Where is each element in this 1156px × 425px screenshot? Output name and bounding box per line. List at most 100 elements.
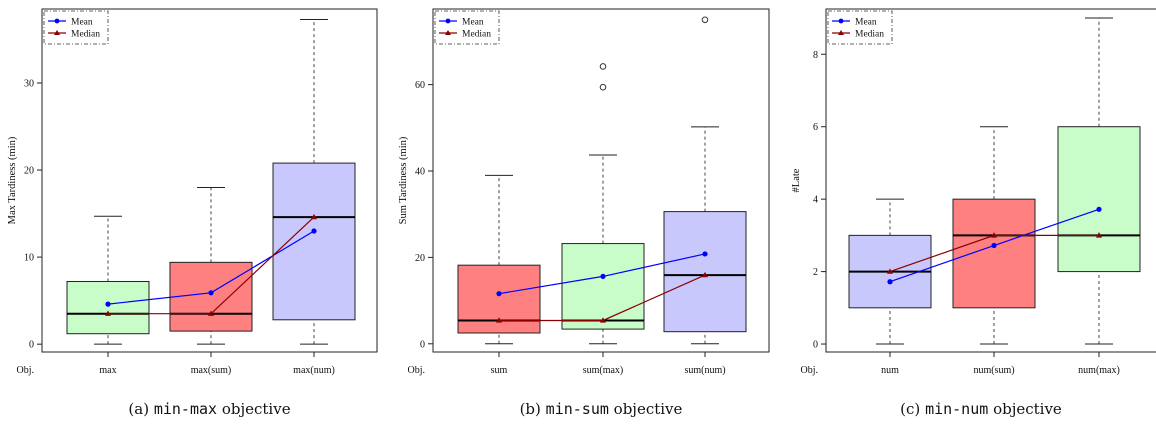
- x-tick-label: max(num): [293, 365, 335, 376]
- x-tick-label: sum: [491, 365, 508, 376]
- chart-panel-2: 0 20 40 60 Sum Tardiness (min) Obj. sum sum(max…: [398, 8, 770, 418]
- caption-code: min-max: [154, 400, 217, 418]
- median-point: [1096, 232, 1102, 238]
- median-point: [105, 310, 111, 316]
- legend-label-mean: Mean: [71, 18, 93, 28]
- x-tick-label: num(max): [1078, 365, 1120, 376]
- mean-point: [208, 290, 214, 296]
- chart-panel-1: 0 10 20 30 Max Tardiness (min) Obj. max max(sum…: [7, 8, 378, 418]
- box-body: [663, 211, 747, 333]
- legend-label-mean: Mean: [462, 18, 484, 28]
- y-axis-label: Sum Tardiness (min): [398, 136, 409, 224]
- caption-label: (c): [900, 400, 920, 418]
- box-sum(max): [561, 63, 645, 345]
- plot-frame: [41, 8, 378, 353]
- plot-frame: [432, 8, 770, 353]
- x-tick-label: sum(max): [583, 365, 624, 376]
- mean-point: [496, 291, 502, 297]
- mean-point: [1096, 206, 1102, 212]
- caption-text: objective: [222, 400, 291, 418]
- x-tick-label: max: [99, 365, 116, 376]
- figure-caption: (b) min-sum objective: [520, 400, 683, 418]
- x-axis-label: Obj.: [17, 365, 35, 376]
- caption-text: objective: [614, 400, 683, 418]
- legend-box: [434, 10, 500, 45]
- x-tick-label: max(sum): [191, 365, 232, 376]
- mean-point: [702, 251, 708, 257]
- y-tick-label: 10: [24, 253, 34, 264]
- outlier-point: [701, 16, 709, 24]
- box-num(sum): [952, 126, 1036, 345]
- legend: Mean Median: [434, 10, 500, 45]
- box-body: [952, 198, 1036, 309]
- mean-point: [311, 228, 317, 234]
- legend-marker-mean: [838, 18, 844, 24]
- box-max(num): [272, 18, 356, 345]
- box-body: [272, 162, 356, 321]
- y-tick-label: 60: [415, 80, 425, 91]
- box-body: [457, 264, 541, 334]
- median-point: [702, 271, 708, 278]
- median-point: [208, 310, 214, 316]
- box-sum(num): [663, 16, 747, 345]
- legend-marker-median: [54, 30, 60, 35]
- legend-box: [43, 10, 109, 45]
- legend: Mean Median: [43, 10, 109, 45]
- y-axis-label: Max Tardiness (min): [7, 136, 18, 224]
- box-num(max): [1057, 17, 1141, 345]
- median-point: [600, 317, 606, 323]
- y-axis-label: #Late: [791, 168, 802, 192]
- caption-label: (b): [520, 400, 541, 418]
- x-tick-label: num: [881, 365, 899, 376]
- y-tick-label: 0: [813, 340, 818, 351]
- caption-code: min-sum: [546, 400, 609, 418]
- outlier-point: [599, 63, 607, 70]
- box-body: [561, 243, 645, 330]
- box-max: [66, 215, 150, 345]
- legend-box: [827, 10, 893, 45]
- figure-caption: (c) min-num objective: [900, 400, 1062, 418]
- legend-marker-mean: [54, 18, 60, 24]
- y-tick-label: 30: [24, 78, 34, 89]
- x-axis-label: Obj.: [801, 365, 819, 376]
- legend-label-median: Median: [462, 30, 491, 40]
- median-point: [311, 213, 317, 220]
- legend-marker-median: [838, 30, 844, 35]
- mean-point: [991, 242, 997, 249]
- legend-marker-mean: [445, 18, 451, 24]
- y-tick-label: 8: [813, 50, 818, 61]
- y-tick-label: 20: [24, 166, 34, 177]
- caption-text: objective: [993, 400, 1062, 418]
- y-tick-label: 0: [420, 339, 425, 350]
- x-tick-label: num(sum): [973, 365, 1014, 376]
- box-body: [1057, 126, 1141, 273]
- y-tick-label: 2: [813, 267, 818, 278]
- x-tick-label: sum(num): [684, 365, 725, 376]
- median-point: [887, 268, 893, 274]
- y-tick-label: 40: [415, 166, 425, 177]
- legend-marker-median: [445, 30, 451, 35]
- box-body: [66, 280, 150, 335]
- y-tick-label: 6: [813, 122, 818, 133]
- median-point: [991, 232, 997, 238]
- mean-point: [887, 279, 893, 285]
- legend-label-median: Median: [855, 30, 884, 40]
- legend: Mean Median: [827, 10, 893, 45]
- median-point: [496, 317, 502, 323]
- y-tick-label: 0: [29, 340, 34, 351]
- mean-point: [600, 273, 606, 280]
- chart-panel-3: 0 2 4 6 8 #Late Obj. num num(sum) num(max) Mean Med…: [791, 8, 1156, 418]
- box-body: [169, 261, 253, 332]
- outlier-point: [599, 83, 607, 91]
- x-axis-label: Obj.: [408, 365, 426, 376]
- legend-label-median: Median: [71, 30, 100, 40]
- legend-label-mean: Mean: [855, 18, 877, 28]
- figure-caption: (a) min-max objective: [128, 400, 290, 418]
- caption-label: (a): [128, 400, 149, 418]
- mean-point: [105, 301, 111, 307]
- y-tick-label: 4: [813, 195, 818, 206]
- caption-code: min-num: [925, 400, 988, 418]
- y-tick-label: 20: [415, 253, 425, 264]
- box-max(sum): [169, 186, 253, 345]
